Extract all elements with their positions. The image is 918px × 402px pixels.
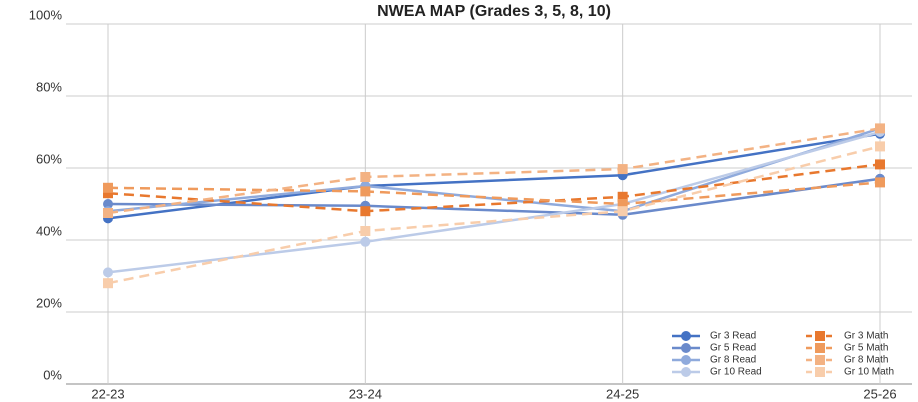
marker (617, 206, 628, 217)
marker (617, 164, 628, 175)
y-tick-label: 40% (36, 223, 62, 238)
marker (875, 159, 885, 170)
legend-label: Gr 10 Math (844, 367, 894, 378)
legend-marker (681, 343, 691, 353)
series-line (107, 145, 881, 285)
legend-label: Gr 5 Read (710, 343, 756, 354)
y-tick-label: 100% (29, 7, 63, 22)
marker (103, 208, 113, 218)
x-tick-label: 25-26 (863, 386, 896, 401)
marker (360, 172, 371, 182)
marker (360, 206, 371, 217)
marker (360, 236, 371, 247)
series-line (107, 181, 881, 206)
y-tick-label: 60% (36, 151, 62, 166)
legend-marker (815, 343, 825, 353)
legend-label: Gr 10 Read (710, 367, 762, 378)
series-line (107, 127, 881, 215)
y-tick-label: 80% (36, 79, 62, 94)
marker (875, 141, 885, 152)
marker (103, 278, 113, 289)
legend-marker (815, 367, 825, 377)
legend-marker (815, 331, 825, 341)
legend-marker (681, 355, 691, 365)
marker (103, 182, 113, 193)
marker (875, 123, 885, 134)
legend-label: Gr 3 Math (844, 331, 888, 342)
marker (617, 199, 628, 209)
x-tick-label: 24-25 (606, 386, 639, 401)
marker (360, 186, 371, 197)
legend-label: Gr 5 Math (844, 343, 888, 354)
legend-marker (681, 331, 691, 341)
legend-marker (815, 355, 825, 365)
series-line (107, 163, 881, 213)
marker (875, 177, 885, 188)
chart-title: NWEA MAP (Grades 3, 5, 8, 10) (377, 3, 611, 20)
legend-label: Gr 8 Math (844, 355, 888, 366)
legend-label: Gr 8 Read (710, 355, 756, 366)
legend-label: Gr 3 Read (710, 331, 756, 342)
y-tick-label: 0% (43, 367, 62, 382)
x-tick-label: 23-24 (349, 386, 382, 401)
y-tick-label: 20% (36, 295, 62, 310)
marker (103, 199, 113, 209)
series-line (107, 177, 881, 217)
marker (103, 267, 113, 278)
marker (103, 188, 113, 199)
x-tick-label: 22-23 (91, 386, 124, 401)
marker (360, 226, 371, 236)
legend-marker (681, 367, 691, 377)
marker (617, 191, 628, 202)
